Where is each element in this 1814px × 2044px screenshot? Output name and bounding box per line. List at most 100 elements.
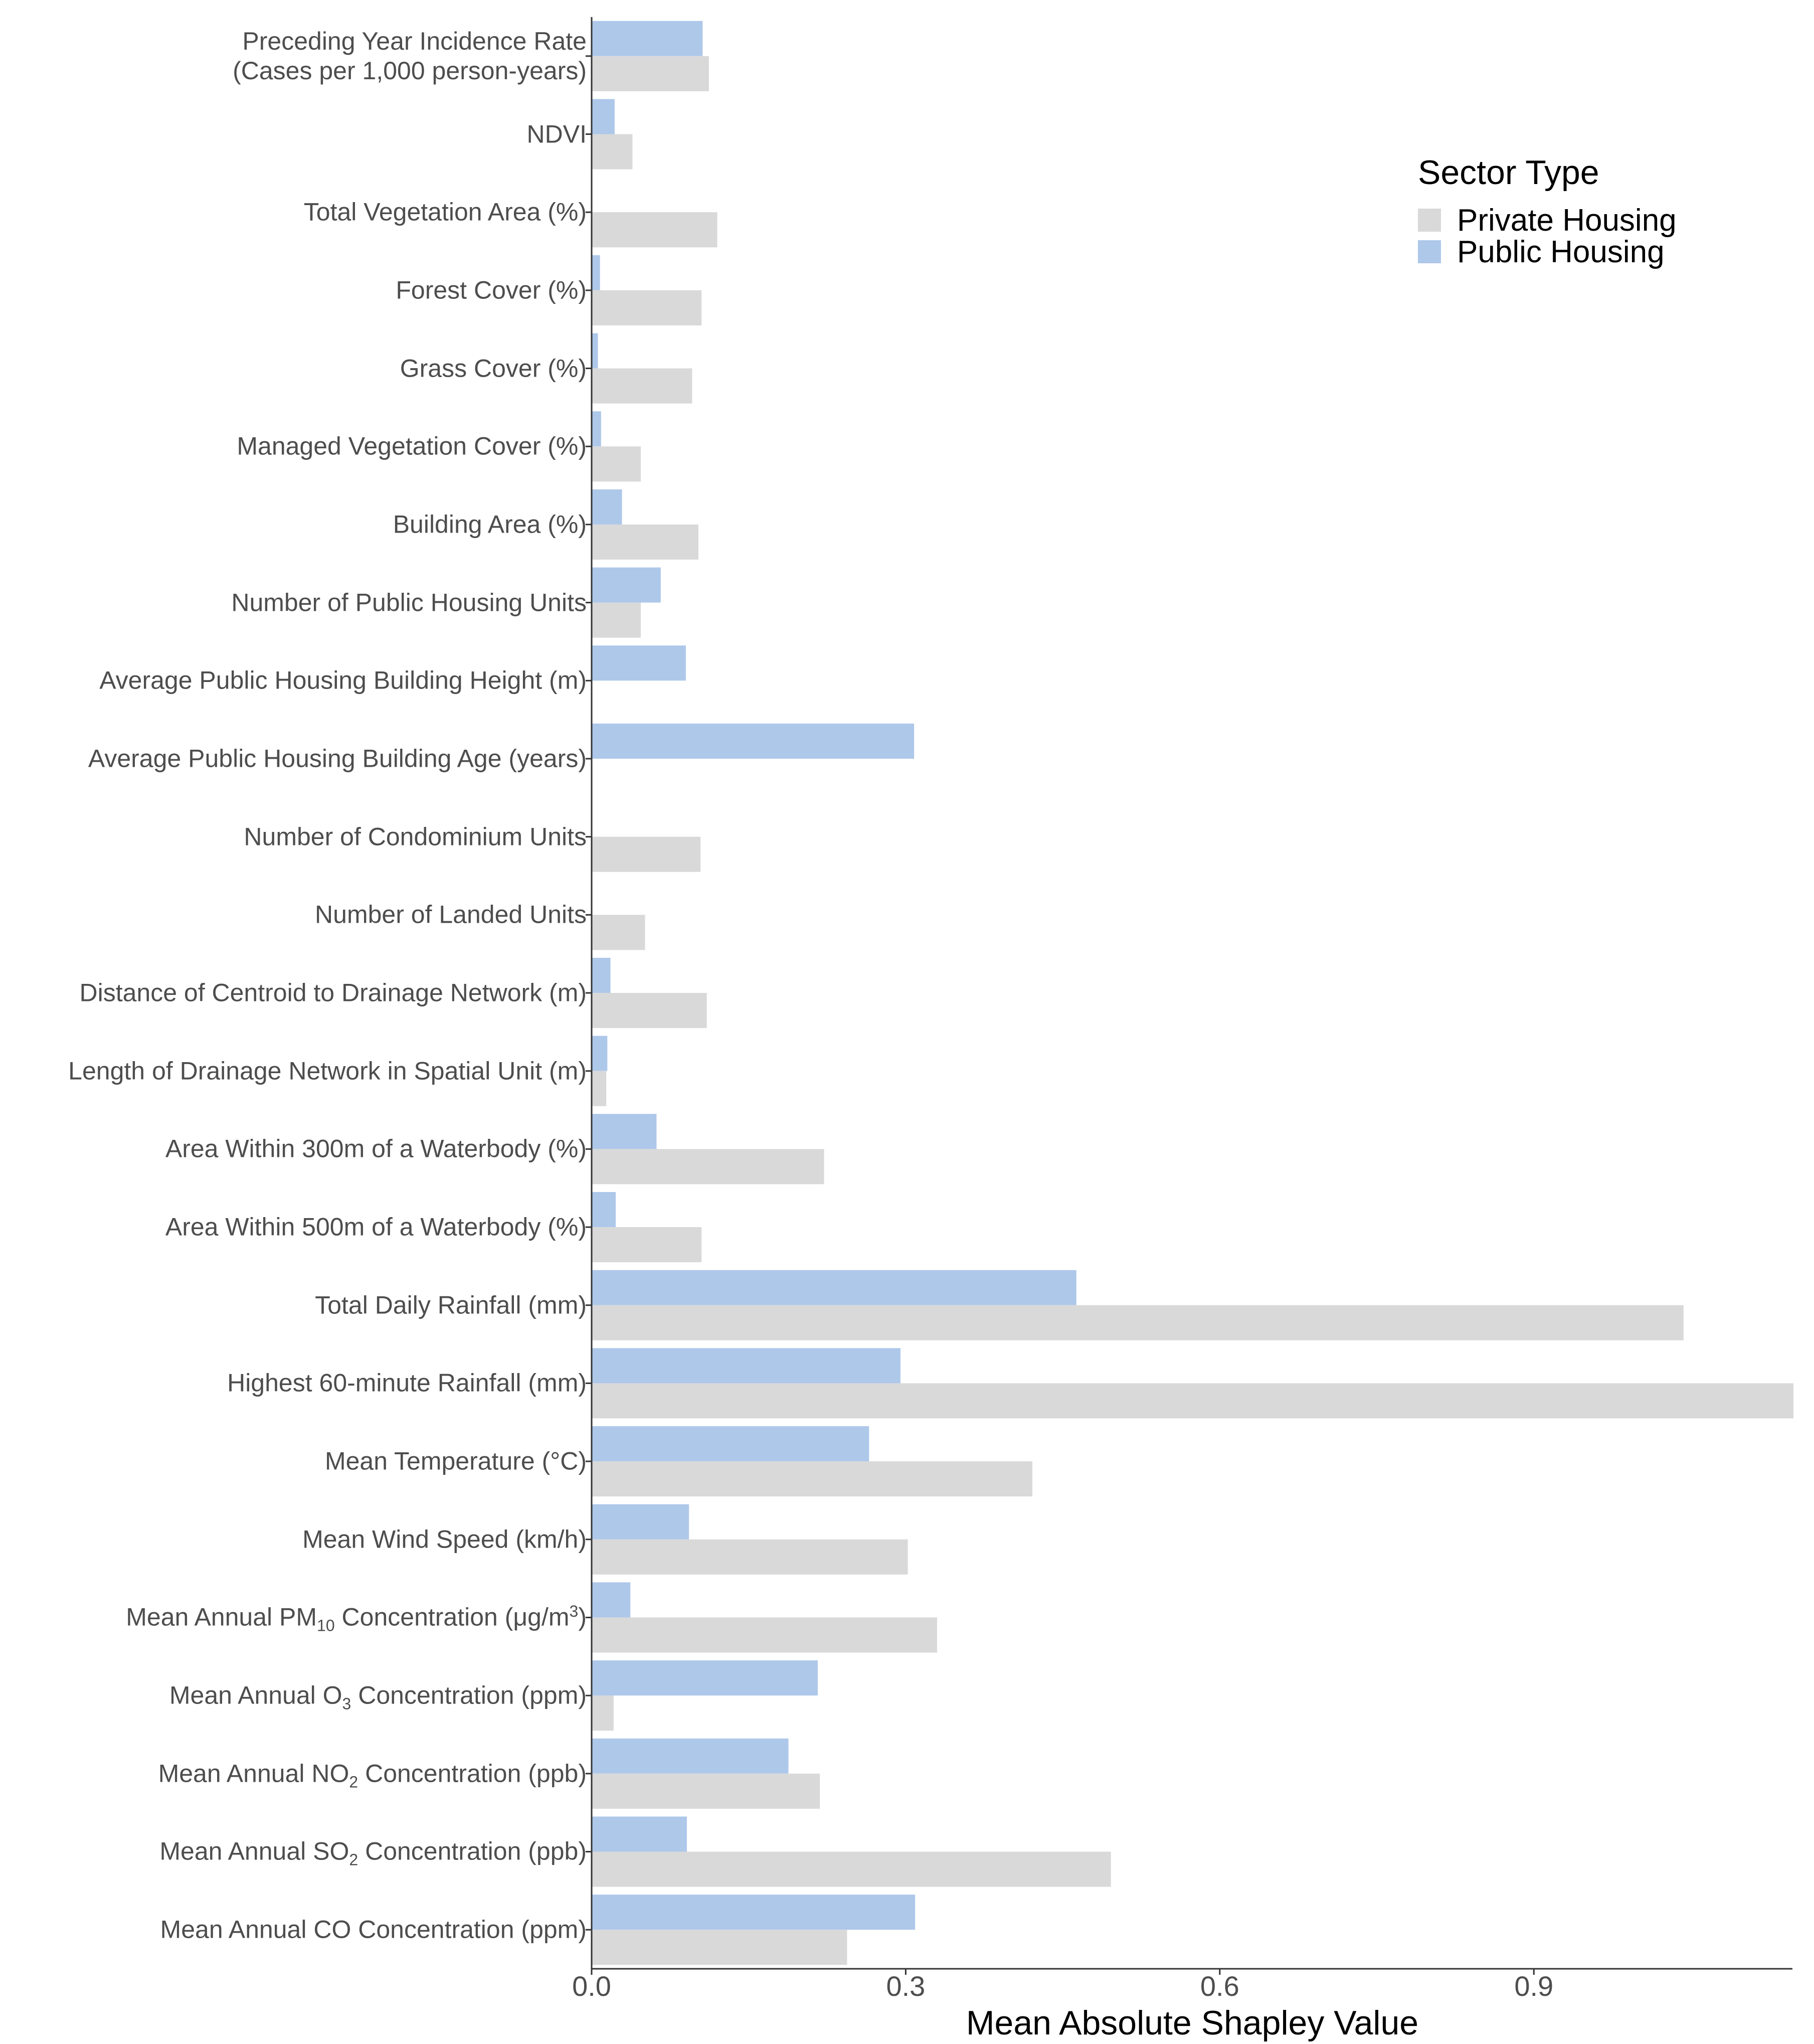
y-ticks-group: [586, 55, 592, 1931]
bar-private-1: [592, 134, 633, 169]
bar-public-6: [592, 489, 622, 525]
bar-private-19: [592, 1539, 908, 1575]
y-tick-label-20: Mean Annual PM10 Concentration (μg/m3): [126, 1603, 587, 1635]
bar-public-13: [592, 1036, 608, 1071]
bar-public-22: [592, 1738, 789, 1774]
legend-label-private: Private Housing: [1457, 203, 1677, 238]
bar-public-21: [592, 1660, 818, 1696]
legend-key-private: [1418, 209, 1441, 232]
y-tick-label-part: ): [578, 1603, 587, 1631]
bar-private-4: [592, 368, 692, 404]
bar-public-14: [592, 1114, 657, 1149]
bar-private-22: [592, 1773, 820, 1809]
y-tick-label-line-0: Preceding Year Incidence Rate: [242, 27, 587, 55]
bar-private-3: [592, 290, 702, 325]
bar-public-16: [592, 1270, 1076, 1305]
bar-public-9: [592, 723, 915, 759]
y-tick-label-22: Mean Annual NO2 Concentration (ppb): [158, 1759, 587, 1791]
legend-title: Sector Type: [1418, 153, 1599, 192]
y-tick-label-part: Mean Annual O: [169, 1681, 342, 1710]
bar-private-6: [592, 524, 698, 560]
y-tick-label-3: Forest Cover (%): [396, 276, 587, 304]
y-tick-label-1: NDVI: [526, 120, 587, 148]
bar-private-23: [592, 1851, 1111, 1887]
bar-private-17: [592, 1383, 1794, 1419]
x-tick-label-3: 0.9: [1514, 1970, 1554, 2002]
y-tick-label-line-1: (Cases per 1,000 person-years): [233, 56, 587, 85]
legend-key-public: [1418, 240, 1441, 263]
x-tick-label-0: 0.0: [572, 1970, 611, 2002]
y-tick-label-9: Average Public Housing Building Age (yea…: [88, 744, 587, 773]
y-tick-label-2: Total Vegetation Area (%): [303, 198, 587, 226]
legend-item-public: Public Housing: [1418, 235, 1665, 269]
bar-private-11: [592, 915, 645, 950]
y-tick-label-part: Mean Annual PM: [126, 1603, 317, 1631]
bar-public-24: [592, 1895, 916, 1930]
y-tick-label-4: Grass Cover (%): [400, 354, 587, 383]
bar-private-5: [592, 446, 641, 482]
y-tick-label-part: Concentration (ppb): [358, 1759, 587, 1788]
y-tick-label-11: Number of Landed Units: [315, 900, 587, 929]
x-tick-label-1: 0.3: [886, 1970, 926, 2002]
y-tick-label-part: 2: [349, 1773, 358, 1791]
bar-private-2: [592, 212, 717, 248]
y-tick-label-8: Average Public Housing Building Height (…: [99, 666, 587, 695]
y-tick-label-14: Area Within 300m of a Waterbody (%): [165, 1134, 587, 1163]
y-tick-label-19: Mean Wind Speed (km/h): [302, 1525, 587, 1554]
y-tick-label-16: Total Daily Rainfall (mm): [315, 1291, 587, 1319]
y-tick-label-part: Mean Annual NO: [158, 1759, 349, 1788]
y-tick-label-part: 3: [342, 1694, 351, 1713]
bar-private-13: [592, 1071, 607, 1106]
y-tick-label-15: Area Within 500m of a Waterbody (%): [165, 1213, 587, 1241]
y-tick-label-18: Mean Temperature (°C): [324, 1447, 587, 1475]
legend-label-public: Public Housing: [1457, 234, 1665, 269]
y-tick-label-part: Concentration (ppb): [358, 1837, 587, 1865]
bar-private-0: [592, 56, 709, 91]
bar-private-20: [592, 1617, 938, 1653]
bar-private-14: [592, 1149, 824, 1184]
bar-public-18: [592, 1426, 869, 1462]
x-ticks-group: [591, 1969, 1535, 1975]
bar-public-0: [592, 21, 703, 56]
y-tick-label-part: 2: [349, 1850, 358, 1869]
bar-private-21: [592, 1695, 614, 1731]
y-tick-label-23: Mean Annual SO2 Concentration (ppb): [159, 1837, 587, 1869]
bar-public-17: [592, 1348, 900, 1384]
bar-private-24: [592, 1930, 847, 1965]
bar-private-15: [592, 1227, 702, 1263]
bars-group: [592, 21, 1794, 1965]
legend-item-private: Private Housing: [1418, 203, 1677, 238]
y-tick-label-13: Length of Drainage Network in Spatial Un…: [68, 1057, 587, 1085]
y-tick-label-part: Mean Annual SO: [159, 1837, 349, 1865]
bar-public-23: [592, 1816, 687, 1852]
bar-private-10: [592, 836, 701, 872]
bar-private-12: [592, 993, 707, 1029]
y-tick-label-17: Highest 60-minute Rainfall (mm): [227, 1369, 587, 1397]
x-tick-label-2: 0.6: [1200, 1970, 1239, 2002]
bar-private-18: [592, 1461, 1033, 1497]
y-tick-label-0: Preceding Year Incidence Rate (Cases per …: [233, 27, 587, 86]
bar-private-7: [592, 602, 641, 638]
bar-public-5: [592, 411, 601, 447]
bar-public-15: [592, 1191, 616, 1228]
y-tick-label-part: 10: [317, 1616, 335, 1635]
bar-public-7: [592, 567, 661, 603]
bar-private-16: [592, 1305, 1684, 1340]
bar-public-1: [592, 99, 615, 134]
y-tick-label-21: Mean Annual O3 Concentration (ppm): [169, 1681, 587, 1713]
y-tick-label-part: Concentration (ppm): [351, 1681, 587, 1710]
bar-public-3: [592, 255, 600, 290]
y-tick-label-7: Number of Public Housing Units: [231, 588, 587, 617]
y-tick-label-10: Number of Condominium Units: [244, 822, 587, 851]
y-tick-label-part: Concentration (μg/m: [334, 1603, 570, 1631]
bar-public-8: [592, 645, 686, 681]
y-tick-label-6: Building Area (%): [393, 510, 587, 539]
bar-public-20: [592, 1582, 631, 1618]
y-tick-label-5: Managed Vegetation Cover (%): [237, 432, 587, 460]
bar-public-19: [592, 1504, 689, 1540]
bar-public-4: [592, 333, 598, 369]
x-axis-title: Mean Absolute Shapley Value: [966, 2004, 1419, 2042]
y-tick-label-24: Mean Annual CO Concentration (ppm): [160, 1915, 587, 1944]
y-tick-label-12: Distance of Centroid to Drainage Network…: [79, 978, 587, 1007]
bar-public-12: [592, 957, 611, 993]
